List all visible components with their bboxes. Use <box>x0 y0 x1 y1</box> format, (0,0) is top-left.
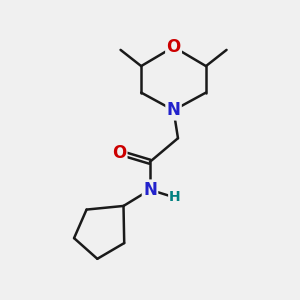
Text: O: O <box>167 38 181 56</box>
Text: N: N <box>167 101 181 119</box>
Text: O: O <box>112 144 126 162</box>
Text: N: N <box>143 181 157 199</box>
Text: H: H <box>169 190 181 204</box>
